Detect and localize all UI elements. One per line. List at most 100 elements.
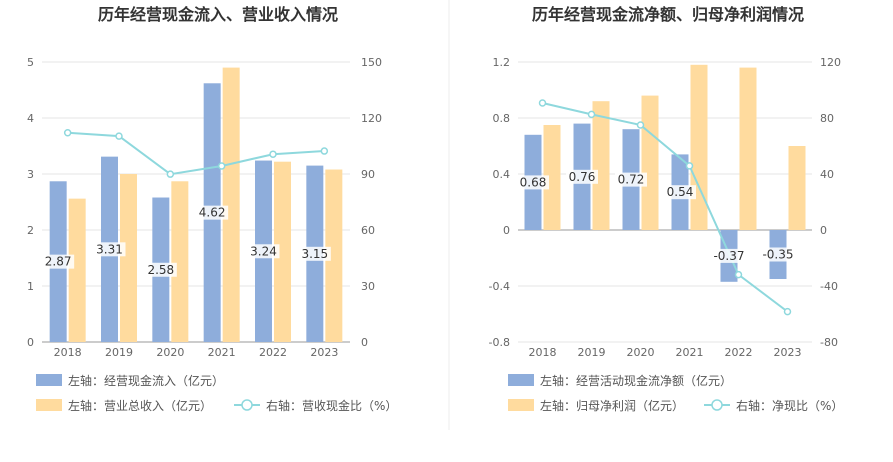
left-axis-tick-label: 0 <box>503 224 510 237</box>
left-axis-tick-label: 0.4 <box>493 168 511 181</box>
x-axis-tick-label: 2019 <box>105 346 133 359</box>
line-series-point <box>269 150 277 158</box>
line-series-point <box>115 132 123 140</box>
bar-series-2 <box>543 125 561 230</box>
bar-value-label: 4.62 <box>199 206 226 220</box>
right-axis-tick-label: 80 <box>820 112 834 125</box>
x-axis-tick-label: 2020 <box>156 346 184 359</box>
bar-series-2 <box>788 146 806 230</box>
x-axis-tick-label: 2022 <box>725 346 753 359</box>
right-axis-tick-label: -80 <box>820 336 838 349</box>
bar-series-2 <box>641 95 659 230</box>
value-label-bg <box>298 246 331 261</box>
legend-swatch-series-1 <box>36 374 62 386</box>
bar-value-label: 0.76 <box>569 170 596 184</box>
line-series-point <box>783 307 792 316</box>
value-label-bg <box>664 185 696 200</box>
legend-label-series-2: 左轴：营业总收入（亿元） <box>68 398 212 413</box>
line-series-point <box>538 99 547 107</box>
right-axis-tick-label: 40 <box>820 168 834 181</box>
line-series-point <box>685 162 694 170</box>
left-axis-tick-label: 3 <box>27 168 34 181</box>
value-label-bg <box>709 248 749 263</box>
left-axis-tick-label: 2 <box>27 224 34 237</box>
right-axis-tick-label: 60 <box>361 224 375 237</box>
x-axis-tick-label: 2021 <box>676 346 704 359</box>
legend-label-series-2: 左轴：归母净利润（亿元） <box>540 398 684 413</box>
bar-value-label: 2.58 <box>147 263 174 277</box>
value-label-bg <box>196 205 229 220</box>
chart-title: 历年经营现金流入、营业收入情况 <box>98 5 338 24</box>
bar-value-label: 0.72 <box>618 173 645 187</box>
chart-title: 历年经营现金流净额、归母净利润情况 <box>532 5 804 24</box>
right-axis-tick-label: 30 <box>361 280 375 293</box>
x-axis-tick-label: 2023 <box>310 346 338 359</box>
legend-swatch-series-2 <box>508 399 534 411</box>
bar-series-2 <box>68 198 86 342</box>
legend-swatch-line-marker <box>241 399 253 411</box>
bar-series-2 <box>739 67 757 230</box>
bar-series-2 <box>274 161 291 342</box>
left-axis-tick-label: 4 <box>27 112 34 125</box>
right-axis-tick-label: 120 <box>361 112 382 125</box>
x-axis-tick-label: 2018 <box>529 346 557 359</box>
x-axis-tick-label: 2018 <box>54 346 82 359</box>
bar-series-2 <box>171 181 189 342</box>
bar-series-2 <box>120 174 137 342</box>
value-label-bg <box>758 247 798 262</box>
right-axis-tick-label: 90 <box>361 168 375 181</box>
line-series <box>67 131 325 176</box>
legend-swatch-series-2 <box>36 399 62 411</box>
line-series-point <box>166 170 175 178</box>
bar-series-2 <box>222 67 240 342</box>
bar-value-label: -0.35 <box>762 248 793 262</box>
value-label-bg <box>566 169 598 184</box>
value-label-bg <box>42 254 75 269</box>
value-label-bg <box>517 175 549 190</box>
right-axis-tick-label: 0 <box>820 224 827 237</box>
left-axis-tick-label: -0.4 <box>489 280 510 293</box>
legend-label-line: 右轴：净现比（%） <box>736 398 843 413</box>
x-axis-tick-label: 2020 <box>627 346 655 359</box>
value-label-bg <box>615 172 647 187</box>
line-series-point <box>320 147 329 155</box>
bar-value-label: 3.31 <box>96 242 123 256</box>
left-axis-tick-label: 0 <box>27 336 34 349</box>
line-series-point <box>734 270 743 279</box>
bar-value-label: 0.54 <box>667 185 694 199</box>
left-axis-tick-label: 0.8 <box>493 112 511 125</box>
legend-label-line: 右轴：营收现金比（%） <box>266 398 397 413</box>
bar-value-label: 2.87 <box>45 255 72 269</box>
value-label-bg <box>93 242 126 257</box>
bar-series-2 <box>592 101 610 230</box>
legend-swatch-line-marker <box>711 399 723 411</box>
legend-label-series-1: 左轴：经营现金流入（亿元） <box>68 373 224 388</box>
line-series-point <box>217 162 226 170</box>
bar-value-label: 0.68 <box>520 175 547 189</box>
right-axis-tick-label: -40 <box>820 280 838 293</box>
legend-label-series-1: 左轴：经营活动现金流净额（亿元） <box>540 373 732 388</box>
legend-swatch-series-1 <box>508 374 534 386</box>
line-series-point <box>63 128 72 137</box>
x-axis-tick-label: 2023 <box>774 346 802 359</box>
x-axis-tick-label: 2022 <box>259 346 287 359</box>
bar-value-label: -0.37 <box>713 249 744 263</box>
left-axis-tick-label: 1 <box>27 280 34 293</box>
bar-series-2 <box>690 64 708 230</box>
line-series-point <box>636 121 645 129</box>
line-series-point <box>587 110 596 119</box>
value-label-bg <box>247 244 280 259</box>
x-axis-tick-label: 2019 <box>578 346 606 359</box>
bar-value-label: 3.24 <box>250 244 277 258</box>
bar-series-2 <box>325 169 343 342</box>
value-label-bg <box>144 262 177 277</box>
right-axis-tick-label: 150 <box>361 56 382 69</box>
left-axis-tick-label: 1.2 <box>493 56 511 69</box>
right-axis-tick-label: 0 <box>361 336 368 349</box>
left-axis-tick-label: 5 <box>27 56 34 69</box>
x-axis-tick-label: 2021 <box>208 346 236 359</box>
line-series <box>542 102 789 313</box>
left-axis-tick-label: -0.8 <box>489 336 510 349</box>
bar-value-label: 3.15 <box>301 247 328 261</box>
